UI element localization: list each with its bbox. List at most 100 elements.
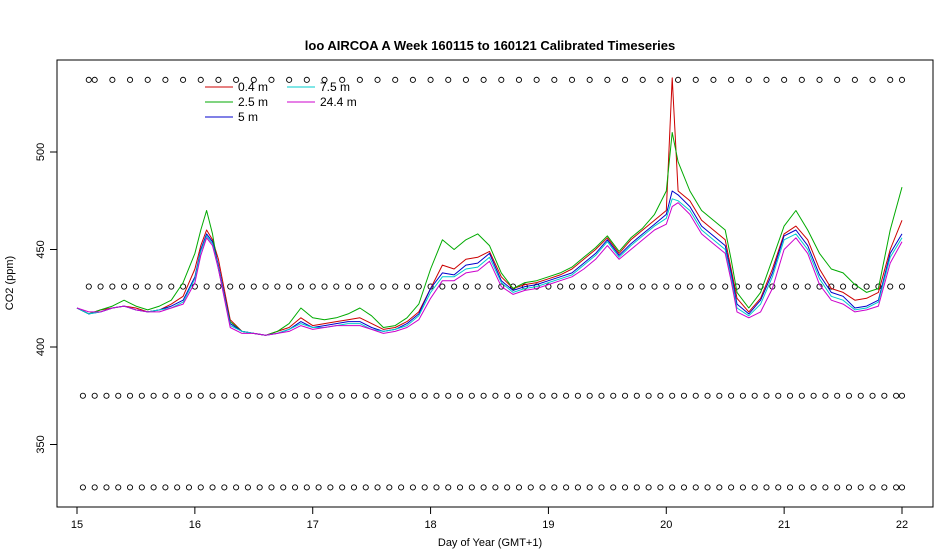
- flag-point-3-8: [174, 484, 181, 491]
- flag-point-1-54: [722, 283, 729, 290]
- flag-point-2-51: [680, 392, 688, 399]
- series-line-0: [76, 77, 903, 336]
- flag-point-3-24: [362, 484, 369, 491]
- flag-point-3-45: [610, 484, 617, 491]
- flag-point-2-15: [256, 392, 263, 399]
- flag-point-1-53: [710, 283, 717, 290]
- flag-point-1-59: [781, 283, 788, 290]
- flag-point-0-37: [728, 76, 735, 83]
- y-tick-label-3: 500: [35, 143, 47, 161]
- flag-point-1-30: [439, 283, 446, 290]
- flag-point-3-37: [515, 484, 523, 491]
- flag-point-1-25: [380, 283, 387, 290]
- flag-point-1-44: [604, 283, 611, 290]
- flag-point-2-1: [91, 392, 98, 399]
- flag-point-1-11: [215, 283, 222, 290]
- flag-point-1-17: [286, 283, 293, 290]
- flag-point-3-6: [150, 484, 157, 491]
- series-lines: [76, 77, 903, 336]
- flag-point-2-11: [209, 392, 216, 399]
- flag-point-1-46: [627, 283, 634, 290]
- flag-point-2-37: [515, 392, 523, 399]
- series-line-2: [76, 190, 903, 336]
- flag-point-2-54: [716, 392, 723, 399]
- y-axis: 350 400 450 500: [35, 143, 58, 454]
- flag-point-0-9: [233, 76, 240, 83]
- flag-point-3-32: [456, 484, 464, 491]
- flag-point-2-48: [645, 392, 652, 399]
- flag-point-3-27: [398, 484, 405, 491]
- flag-point-3-13: [233, 484, 240, 491]
- flag-point-1-39: [545, 283, 552, 290]
- flag-point-3-61: [798, 484, 805, 491]
- flag-point-2-13: [233, 392, 240, 399]
- flag-point-3-15: [256, 484, 263, 491]
- flag-point-1-5: [144, 283, 151, 290]
- flag-point-0-5: [162, 76, 169, 83]
- flag-point-0-26: [533, 76, 540, 83]
- flag-point-1-22: [345, 283, 352, 290]
- flag-point-0-19: [409, 76, 416, 83]
- flag-point-2-40: [551, 392, 558, 399]
- flag-point-3-66: [857, 484, 864, 491]
- flag-point-0-12: [286, 76, 293, 83]
- flag-point-2-34: [480, 392, 487, 399]
- flag-point-2-33: [468, 392, 475, 399]
- flag-point-2-29: [421, 392, 428, 399]
- flag-point-3-39: [539, 484, 546, 491]
- flag-point-3-60: [786, 484, 794, 491]
- flag-point-1-4: [132, 283, 139, 290]
- flag-point-1-6: [156, 283, 163, 290]
- flag-point-2-10: [197, 392, 204, 399]
- flag-point-0-23: [480, 76, 487, 83]
- flag-point-3-42: [574, 484, 581, 491]
- flag-point-0-46: [887, 76, 894, 83]
- flag-point-0-39: [763, 76, 770, 83]
- flag-point-0-11: [268, 76, 275, 83]
- flag-point-3-41: [563, 484, 570, 491]
- flag-point-3-20: [315, 484, 322, 491]
- flag-point-3-18: [291, 484, 299, 491]
- flag-point-2-22: [339, 392, 346, 399]
- flag-point-3-4: [126, 484, 134, 491]
- flag-point-1-2: [109, 283, 116, 290]
- flag-point-0-47: [898, 76, 906, 83]
- flag-point-2-50: [669, 392, 676, 399]
- flag-point-2-46: [621, 392, 629, 399]
- flag-point-2-63: [822, 392, 829, 399]
- flag-point-2-66: [857, 392, 864, 399]
- flag-point-3-65: [845, 484, 853, 491]
- flag-point-1-52: [698, 283, 705, 290]
- flag-point-3-64: [834, 484, 841, 491]
- flag-point-0-33: [657, 76, 664, 83]
- flag-point-2-39: [539, 392, 546, 399]
- flag-point-2-43: [586, 392, 593, 399]
- flag-point-3-54: [716, 484, 723, 491]
- flag-point-3-49: [657, 484, 664, 491]
- flag-point-2-44: [598, 392, 605, 399]
- flag-point-1-67: [875, 283, 882, 290]
- flag-point-3-26: [386, 484, 393, 491]
- flag-point-0-16: [356, 76, 363, 83]
- flag-point-3-50: [669, 484, 676, 491]
- flag-point-2-41: [563, 392, 570, 399]
- flag-point-3-44: [598, 484, 605, 491]
- flag-point-0-24: [498, 76, 505, 83]
- flag-point-3-58: [763, 484, 770, 491]
- flag-point-2-70: [898, 392, 906, 399]
- flag-point-1-15: [262, 283, 269, 290]
- flag-point-1-12: [227, 283, 234, 290]
- flag-point-1-64: [840, 283, 847, 290]
- flag-point-0-7: [197, 76, 204, 83]
- flag-point-2-23: [350, 392, 358, 399]
- flag-point-0-25: [515, 76, 523, 83]
- flag-point-1-47: [639, 283, 646, 290]
- flag-point-1-0: [85, 283, 92, 290]
- y-tick-label-1: 400: [35, 338, 47, 356]
- flag-point-3-3: [115, 484, 122, 491]
- legend: 0.4 m2.5 m5 m 7.5 m24.4 m: [205, 80, 357, 124]
- x-tick-label-0: 15: [71, 519, 83, 531]
- flag-point-2-9: [185, 392, 193, 399]
- flag-point-3-38: [527, 484, 534, 491]
